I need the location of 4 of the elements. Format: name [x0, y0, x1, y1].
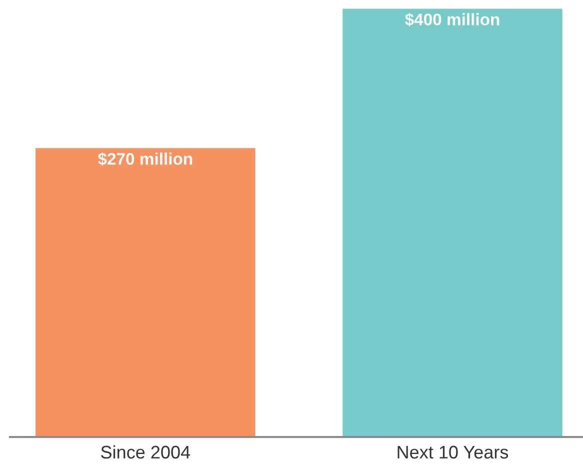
x-tick-label: Since 2004 [101, 445, 190, 459]
data-label: $270 million [98, 152, 192, 166]
x-tick-label: Next 10 Years [398, 446, 508, 459]
data-label: $400 million [405, 12, 500, 26]
